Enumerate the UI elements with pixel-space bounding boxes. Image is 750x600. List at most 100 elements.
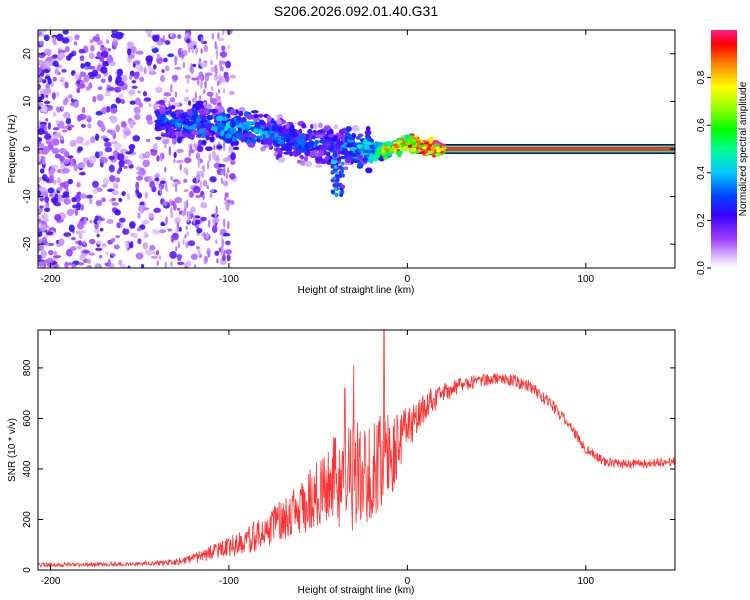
noise-blob xyxy=(176,148,184,153)
noise-blob xyxy=(106,218,114,225)
spectrogram-y-tick-label: 10 xyxy=(22,95,33,107)
noise-blob xyxy=(165,216,168,225)
noise-blob xyxy=(38,106,42,110)
noise-blob xyxy=(143,67,147,75)
ridge-blob xyxy=(333,164,338,169)
noise-blob xyxy=(223,140,226,149)
noise-blob xyxy=(82,250,91,254)
noise-blob xyxy=(135,50,144,55)
noise-blob xyxy=(143,97,152,102)
ridge-blob xyxy=(205,135,211,141)
noise-blob xyxy=(120,120,127,128)
ridge-blob xyxy=(409,135,414,139)
ridge-blob xyxy=(299,134,306,140)
ridge-blob xyxy=(216,145,223,149)
noise-blob xyxy=(135,189,140,195)
noise-blob xyxy=(135,252,144,260)
noise-blob xyxy=(183,263,186,268)
noise-blob xyxy=(46,257,54,264)
noise-blob xyxy=(227,145,234,153)
ridge-blob xyxy=(421,146,427,150)
noise-blob xyxy=(160,222,166,227)
noise-blob xyxy=(186,38,191,44)
noise-blob xyxy=(110,237,116,243)
noise-blob xyxy=(40,265,45,268)
colorbar-tick-label: 0.6 xyxy=(696,118,707,132)
noise-blob xyxy=(38,83,41,91)
noise-blob xyxy=(94,133,100,141)
ridge-blob xyxy=(333,143,341,149)
ridge-blob xyxy=(368,153,375,159)
noise-blob xyxy=(161,69,165,74)
noise-blob xyxy=(169,261,174,267)
ridge-blob xyxy=(197,103,204,109)
ridge-blob xyxy=(427,143,433,147)
noise-blob xyxy=(41,236,48,244)
spectrogram-marks xyxy=(38,30,675,268)
noise-blob xyxy=(224,196,227,201)
noise-blob xyxy=(99,56,105,63)
ridge-blob xyxy=(333,187,338,192)
noise-blob xyxy=(158,255,162,261)
noise-blob xyxy=(203,44,209,53)
ridge-blob xyxy=(331,169,336,174)
noise-blob xyxy=(225,74,230,83)
noise-blob xyxy=(77,146,84,152)
noise-blob xyxy=(57,52,66,60)
noise-blob xyxy=(73,41,78,46)
ridge-blob xyxy=(338,173,343,178)
noise-blob xyxy=(101,106,107,115)
noise-blob xyxy=(108,164,115,173)
noise-blob xyxy=(167,228,172,232)
snr-y-tick-label: 600 xyxy=(22,410,33,427)
ridge-blob xyxy=(425,152,430,157)
ridge-blob xyxy=(252,117,261,121)
noise-blob xyxy=(85,140,91,146)
noise-blob xyxy=(124,155,129,161)
noise-blob xyxy=(115,76,122,82)
noise-blob xyxy=(216,258,219,264)
noise-blob xyxy=(44,204,49,208)
noise-blob xyxy=(211,225,218,233)
noise-blob xyxy=(229,74,237,79)
noise-blob xyxy=(177,34,182,39)
noise-blob xyxy=(101,184,108,188)
noise-blob xyxy=(126,193,131,201)
noise-blob xyxy=(44,87,52,95)
noise-blob xyxy=(223,249,226,256)
noise-blob xyxy=(222,30,225,36)
noise-blob xyxy=(117,153,125,161)
ridge-blob xyxy=(337,157,342,162)
ridge-blob xyxy=(155,113,161,118)
noise-blob xyxy=(39,187,47,192)
noise-blob xyxy=(204,81,207,89)
noise-blob xyxy=(141,220,149,225)
noise-blob xyxy=(137,192,142,199)
ridge-blob xyxy=(304,161,313,167)
noise-blob xyxy=(188,149,191,157)
noise-blob xyxy=(63,232,72,237)
noise-blob xyxy=(193,142,197,149)
noise-blob xyxy=(142,159,150,168)
noise-blob xyxy=(111,189,119,196)
noise-blob xyxy=(38,218,42,223)
noise-blob xyxy=(56,177,62,184)
noise-blob xyxy=(38,261,47,267)
noise-blob xyxy=(89,219,93,224)
noise-blob xyxy=(67,178,74,185)
noise-blob xyxy=(92,188,99,195)
noise-blob xyxy=(44,147,51,153)
ridge-blob xyxy=(351,132,357,139)
noise-blob xyxy=(196,153,199,160)
noise-blob xyxy=(170,176,173,181)
noise-blob xyxy=(174,218,181,224)
noise-blob xyxy=(78,262,85,266)
noise-blob xyxy=(144,192,149,199)
noise-blob xyxy=(115,235,121,239)
ridge-blob xyxy=(226,113,231,118)
noise-blob xyxy=(132,135,141,142)
spectrogram-y-tick-label: 20 xyxy=(22,48,33,60)
noise-blob xyxy=(96,51,101,57)
noise-blob xyxy=(216,154,219,160)
noise-blob xyxy=(184,260,192,268)
